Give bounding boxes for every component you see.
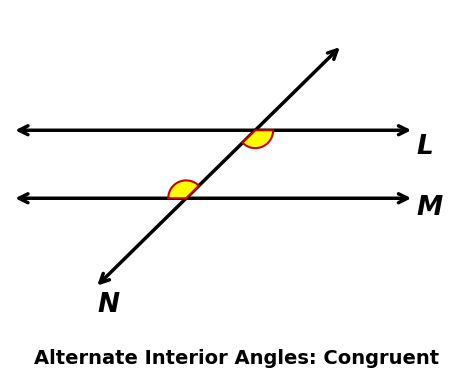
Text: L: L [416,134,433,160]
Wedge shape [168,180,199,198]
Text: N: N [97,292,119,318]
Text: Alternate Interior Angles: Congruent: Alternate Interior Angles: Congruent [35,348,439,368]
Wedge shape [243,130,273,148]
Text: M: M [416,195,442,221]
